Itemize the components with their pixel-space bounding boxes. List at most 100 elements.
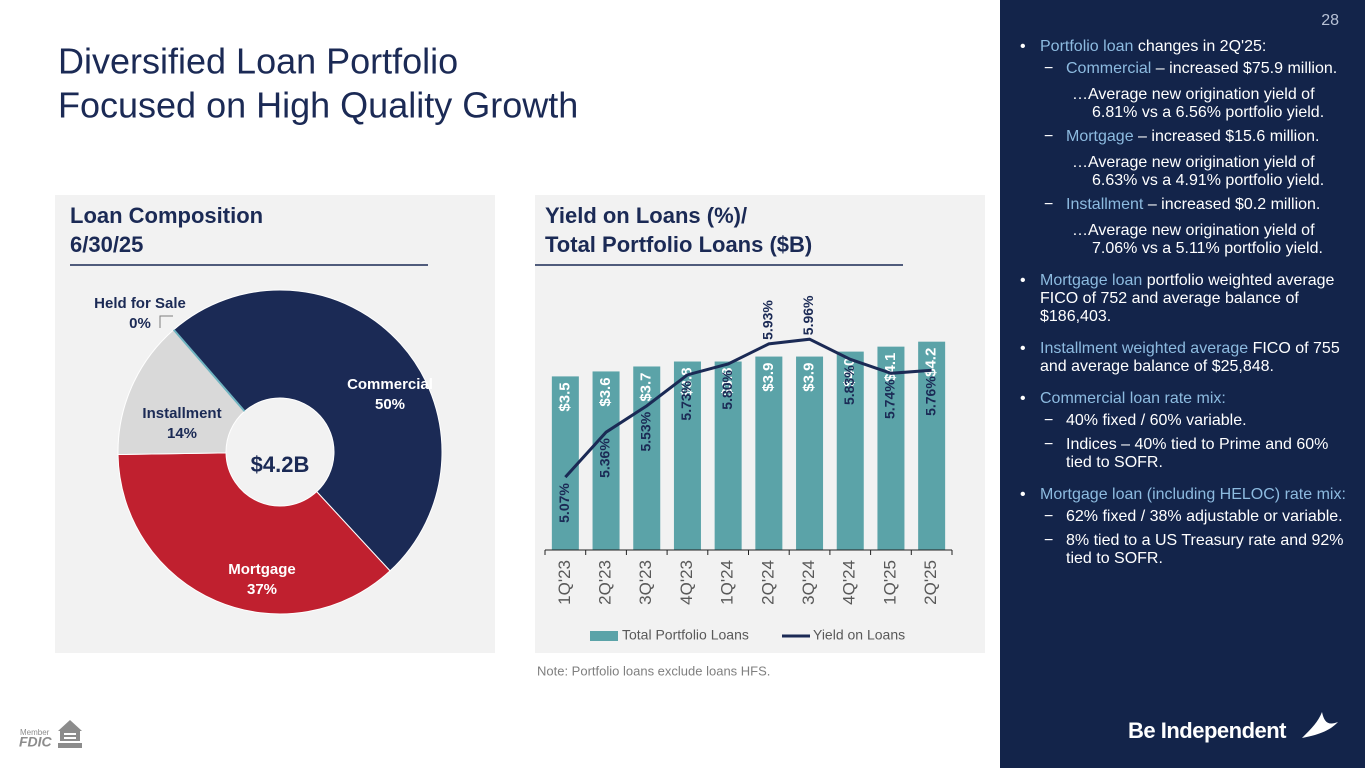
sub-bullet: Mortgage – increased $15.6 million. …Aver… [1040, 128, 1348, 190]
bar-value-label: $4.0 [841, 358, 858, 387]
sub-note: …Average new origination yield of 6.81% … [1072, 86, 1325, 121]
x-tick-label: 1Q'25 [880, 560, 899, 605]
slice-value-label: 0% [129, 315, 151, 332]
x-tick-label: 3Q'24 [799, 560, 818, 605]
leader-line [159, 315, 173, 328]
x-tick-label: 4Q'24 [840, 560, 859, 605]
sub-text: – increased $15.6 million. [1133, 128, 1320, 145]
sub-bullet: 62% fixed / 38% adjustable or variable. [1040, 508, 1348, 526]
bar [918, 341, 946, 550]
bullet-lead: Mortgage loan (including HELOC) rate mix… [1040, 486, 1346, 503]
line-value-label: 5.76% [922, 376, 938, 416]
donut-slice [173, 289, 443, 572]
sub-bullet: 40% fixed / 60% variable. [1040, 412, 1348, 430]
sub-lead: Commercial [1066, 60, 1152, 77]
sub-note: …Average new origination yield of 6.63% … [1072, 154, 1325, 189]
sub-list: 40% fixed / 60% variable. Indices – 40% t… [1040, 412, 1348, 472]
sub-lead: Installment [1066, 196, 1144, 213]
fdic-logo: FDIC [19, 734, 53, 750]
slice-label: Installment [142, 405, 221, 422]
fdic-member: Member [20, 728, 50, 737]
bullet-lead: Commercial loan rate mix: [1040, 390, 1226, 407]
bar-value-label: $3.7 [638, 372, 655, 401]
bar-value-label: $3.9 [760, 363, 777, 392]
line-value-label: 5.80% [719, 369, 735, 409]
side-panel: 28 Portfolio loan changes in 2Q'25: Comme… [1000, 0, 1365, 768]
panel-title: Loan Composition [70, 203, 263, 228]
sub-bullet: Commercial – increased $75.9 million. …Av… [1040, 60, 1348, 122]
line-value-label: 5.74% [882, 379, 898, 419]
panel-title: Yield on Loans (%)/ [545, 203, 747, 228]
bullet: Portfolio loan changes in 2Q'25: Commerci… [1018, 38, 1348, 258]
sub-text: – increased $0.2 million. [1143, 196, 1321, 213]
bar-value-label: $3.6 [597, 377, 614, 406]
bar [796, 356, 824, 550]
sub-bullet: Installment – increased $0.2 million. …Av… [1040, 196, 1348, 258]
slice-value-label: 37% [247, 581, 277, 598]
sub-bullet: 8% tied to a US Treasury rate and 92% ti… [1040, 532, 1348, 568]
slice-value-label: 14% [167, 425, 197, 442]
footnote: Note: Portfolio loans exclude loans HFS. [537, 663, 770, 678]
slice-value-label: 50% [375, 396, 405, 413]
line-value-label: 5.96% [800, 295, 816, 335]
line-series [564, 337, 932, 479]
bullet-lead: Installment weighted average [1040, 340, 1249, 357]
sub-note: …Average new origination yield of 7.06% … [1072, 222, 1323, 257]
bullet: Mortgage loan portfolio weighted average… [1018, 272, 1348, 326]
page-number: 28 [1321, 12, 1339, 29]
slice-label: Commercial [347, 376, 433, 393]
panel-title: Total Portfolio Loans ($B) [545, 232, 812, 257]
donut-slice [117, 452, 391, 615]
donut-slice [172, 329, 246, 412]
line-value-label: 5.93% [760, 300, 776, 340]
bar [714, 361, 742, 550]
sub-lead: Mortgage [1066, 128, 1134, 145]
slide-title: Diversified Loan Portfolio [58, 41, 458, 82]
legend-label: Yield on Loans [813, 627, 905, 643]
x-tick-label: 3Q'23 [636, 560, 655, 605]
sub-text: 8% tied to a US Treasury rate and 92% ti… [1066, 532, 1344, 567]
bullet-text: FICO of 755 and average balance of $25,8… [1040, 340, 1340, 375]
slide-title: Focused on High Quality Growth [58, 85, 578, 126]
bullet-lead: Mortgage loan [1040, 272, 1143, 289]
x-tick-label: 4Q'23 [677, 560, 696, 605]
bar [633, 366, 661, 550]
bar [673, 361, 701, 550]
sub-bullet: Indices – 40% tied to Prime and 60% tied… [1040, 436, 1348, 472]
line-value-label: 5.53% [637, 411, 653, 451]
slide-canvas: Diversified Loan Portfolio Focused on Hi… [19, 41, 985, 750]
line-value-label: 5.36% [597, 438, 613, 478]
sub-list: Commercial – increased $75.9 million. …Av… [1040, 60, 1348, 258]
sub-text: 62% fixed / 38% adjustable or variable. [1066, 508, 1343, 525]
x-tick-label: 2Q'25 [921, 560, 940, 605]
bar [836, 351, 864, 550]
x-tick-label: 2Q'24 [758, 560, 777, 605]
panel-title: 6/30/25 [70, 232, 143, 257]
bar-value-label: $3.8 [719, 368, 736, 397]
bar [755, 356, 783, 550]
bar-value-label: $4.2 [923, 348, 940, 377]
legend-swatch [590, 631, 618, 641]
bullet-text: changes in 2Q'25: [1133, 38, 1267, 55]
brand-logo: Be Independent [1128, 718, 1287, 743]
slice-label: Held for Sale [94, 295, 186, 312]
bar [877, 346, 905, 550]
center-label: $4.2B [251, 452, 310, 477]
bar-value-label: $3.9 [801, 363, 818, 392]
x-tick-label: 1Q'23 [555, 560, 574, 605]
bullet: Mortgage loan (including HELOC) rate mix… [1018, 486, 1348, 568]
sub-text: Indices – 40% tied to Prime and 60% tied… [1066, 436, 1329, 471]
bullet: Commercial loan rate mix: 40% fixed / 60%… [1018, 390, 1348, 472]
bar-value-label: $4.1 [882, 353, 899, 382]
x-tick-label: 1Q'24 [718, 560, 737, 605]
line-value-label: 5.83% [841, 365, 857, 405]
line-value-label: 5.07% [556, 483, 572, 523]
bar [551, 376, 579, 550]
sub-text: – increased $75.9 million. [1151, 60, 1338, 77]
bullet: Installment weighted average FICO of 755… [1018, 340, 1348, 376]
bar-value-label: $3.5 [556, 382, 573, 411]
sub-text: 40% fixed / 60% variable. [1066, 412, 1247, 429]
bullet-list: Portfolio loan changes in 2Q'25: Commerci… [1018, 38, 1348, 582]
legend-label: Total Portfolio Loans [622, 627, 749, 643]
